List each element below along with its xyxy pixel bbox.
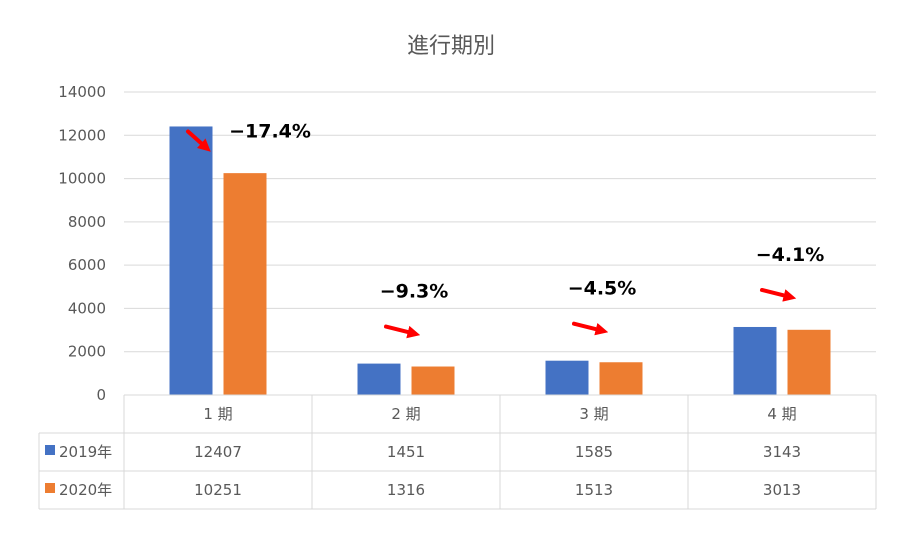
table-value: 3143 xyxy=(763,443,801,461)
legend-label: 2019年 xyxy=(59,443,112,461)
y-tick-label: 12000 xyxy=(58,126,106,144)
bars xyxy=(169,126,831,395)
y-axis: 0 2000 4000 6000 8000 10000 12000 14000 xyxy=(58,83,106,404)
table-value: 1451 xyxy=(387,443,425,461)
bar-series2 xyxy=(599,362,643,395)
y-tick-label: 4000 xyxy=(68,299,106,317)
table-value: 1585 xyxy=(575,443,613,461)
x-tick-label: 2 期 xyxy=(391,405,420,423)
legend-swatch xyxy=(45,445,55,455)
y-tick-label: 6000 xyxy=(68,256,106,274)
bar-series2 xyxy=(411,366,455,395)
x-tick-label: 4 期 xyxy=(767,405,796,423)
y-tick-label: 10000 xyxy=(58,170,106,188)
bar-series1 xyxy=(357,363,401,395)
x-tick-label: 1 期 xyxy=(203,405,232,423)
table-value: 3013 xyxy=(763,481,801,499)
table-value: 10251 xyxy=(194,481,242,499)
data-table: 1 期 2 期 3 期 4 期 2019年 12407 1451 1585 3143 2020年 1… xyxy=(38,394,877,510)
y-tick-label: 14000 xyxy=(58,83,106,101)
table-value: 12407 xyxy=(194,443,242,461)
y-tick-label: 8000 xyxy=(68,213,106,231)
bar-series2 xyxy=(787,329,831,395)
decrease-arrow xyxy=(760,287,797,302)
y-tick-label: 0 xyxy=(96,386,106,404)
bar-series1 xyxy=(169,126,213,395)
legend-label: 2020年 xyxy=(59,481,112,499)
decrease-arrow xyxy=(384,324,421,339)
decrease-arrow xyxy=(186,129,211,152)
decrease-arrow xyxy=(572,321,609,336)
percent-change-label: −9.3% xyxy=(380,281,449,303)
table-value: 1316 xyxy=(387,481,425,499)
bar-series2 xyxy=(223,173,267,395)
bar-series1 xyxy=(545,360,589,395)
table-value: 1513 xyxy=(575,481,613,499)
legend-swatch xyxy=(45,483,55,493)
chart-title: 進行期別 xyxy=(407,34,495,59)
x-tick-label: 3 期 xyxy=(579,405,608,423)
y-tick-label: 2000 xyxy=(68,343,106,361)
percent-change-label: −17.4% xyxy=(229,120,311,142)
percent-change-label: −4.1% xyxy=(756,244,825,266)
bar-series1 xyxy=(733,326,777,395)
percent-change-label: −4.5% xyxy=(568,278,637,300)
annotations: −17.4% −9.3% −4.5% −4.1% xyxy=(186,120,825,339)
